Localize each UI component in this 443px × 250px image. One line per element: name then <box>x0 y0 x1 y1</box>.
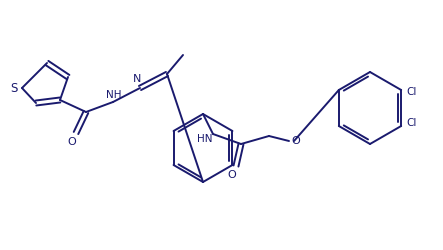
Text: HN: HN <box>197 134 213 144</box>
Text: Cl: Cl <box>406 87 416 97</box>
Text: N: N <box>133 74 141 84</box>
Text: O: O <box>68 137 76 147</box>
Text: O: O <box>228 170 237 180</box>
Text: O: O <box>291 136 300 146</box>
Text: NH: NH <box>106 90 122 100</box>
Text: S: S <box>10 82 18 94</box>
Text: Cl: Cl <box>406 118 416 128</box>
